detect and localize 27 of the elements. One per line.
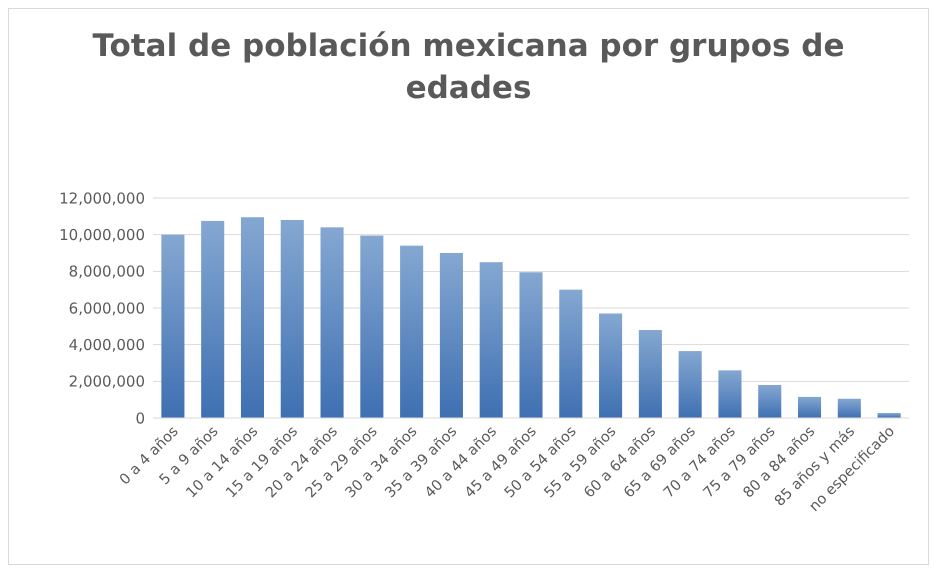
y-tick-label: 10,000,000: [59, 226, 145, 244]
bar: [678, 351, 702, 418]
bar: [360, 236, 384, 418]
y-tick-label: 0: [135, 409, 145, 428]
bar: [559, 290, 582, 418]
bar: [400, 246, 424, 418]
y-tick-label: 12,000,000: [59, 189, 145, 208]
y-tick-label: 4,000,000: [68, 336, 145, 354]
bar: [599, 314, 622, 418]
bar: [519, 272, 543, 418]
bar: [758, 385, 782, 418]
bar: [201, 220, 224, 418]
bar: [161, 234, 184, 418]
bar: [638, 330, 662, 418]
bar: [440, 253, 463, 418]
bar: [838, 398, 861, 418]
bar: [718, 370, 742, 418]
bar: [798, 396, 822, 418]
y-tick-label: 6,000,000: [68, 299, 145, 318]
bar: [280, 220, 304, 418]
y-tick-label: 8,000,000: [68, 262, 145, 281]
bar: [878, 413, 901, 418]
chart-title: Total de población mexicana por grupos de edades: [92, 28, 844, 106]
bar: [320, 227, 344, 418]
y-tick-label: 2,000,000: [68, 372, 145, 391]
bar: [240, 217, 264, 418]
bar: [480, 262, 503, 418]
